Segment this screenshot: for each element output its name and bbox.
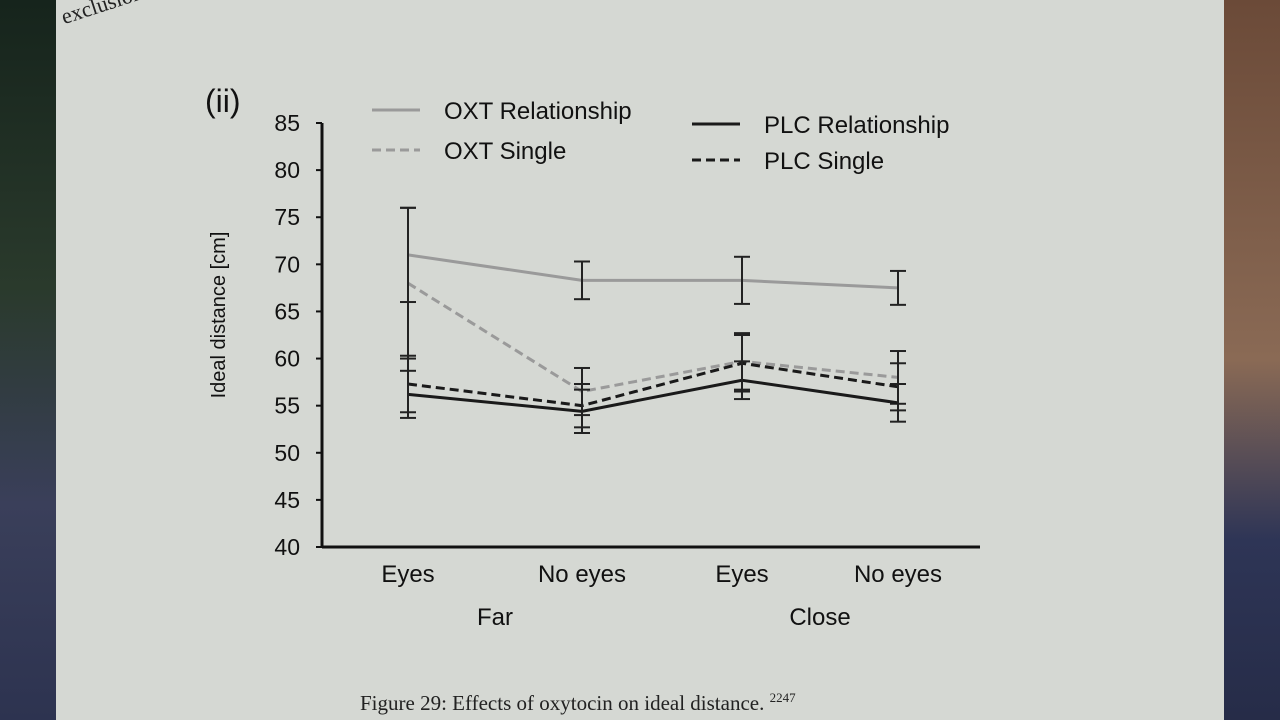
y-tick-label: 70	[274, 251, 300, 277]
y-tick-label: 80	[274, 157, 300, 183]
series-line-oxt-relationship	[407, 253, 899, 290]
x-group-label: Close	[789, 604, 850, 631]
series-line-plc-single	[407, 361, 899, 408]
legend-label: OXT Single	[444, 138, 566, 165]
y-tick-label: 55	[274, 393, 300, 419]
y-tick-label: 65	[274, 298, 300, 324]
y-tick-label: 40	[274, 534, 300, 560]
panel-label: (ii)	[205, 83, 241, 119]
y-axis-label: Ideal distance [cm]	[208, 232, 230, 399]
photo-background-left	[0, 0, 56, 720]
figure-caption: Figure 29: Effects of oxytocin on ideal …	[360, 690, 796, 716]
x-group-label: Far	[477, 604, 513, 631]
photo-background-right	[1222, 0, 1280, 720]
x-tick-label: Eyes	[715, 561, 768, 588]
y-tick-label: 85	[274, 110, 300, 136]
y-tick-label: 75	[274, 204, 300, 230]
legend-label: OXT Relationship	[444, 98, 632, 125]
x-tick-label: No eyes	[854, 561, 942, 588]
book-page	[56, 0, 1224, 720]
legend-label: PLC Relationship	[764, 112, 949, 139]
caption-text: Figure 29: Effects of oxytocin on ideal …	[360, 691, 765, 715]
series-line-oxt-single	[407, 281, 899, 394]
x-tick-label: Eyes	[381, 561, 434, 588]
series-line-plc-relationship	[407, 378, 899, 413]
legend-label: PLC Single	[764, 148, 884, 175]
x-tick-label: No eyes	[538, 561, 626, 588]
caption-reference: 2247	[769, 690, 796, 705]
y-tick-label: 50	[274, 440, 300, 466]
y-tick-label: 60	[274, 346, 300, 372]
y-tick-label: 45	[274, 487, 300, 513]
